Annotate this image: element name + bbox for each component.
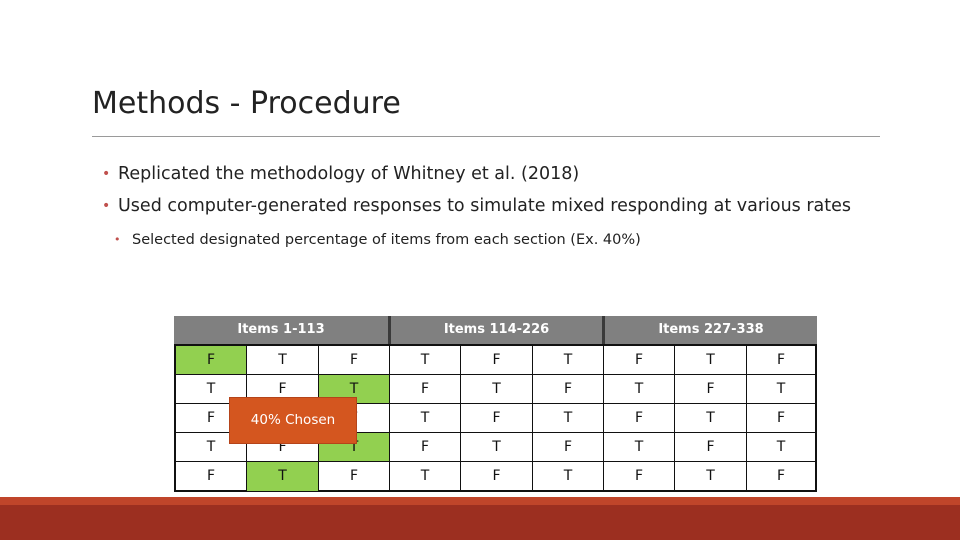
table-cell: F bbox=[533, 433, 604, 462]
table-cell: T bbox=[390, 404, 461, 433]
table-cell: T bbox=[176, 375, 247, 404]
table-cell: F bbox=[461, 346, 533, 375]
table-cell: F bbox=[461, 462, 533, 491]
header-divider bbox=[388, 316, 391, 344]
header-divider bbox=[602, 316, 605, 344]
bullet-text: Replicated the methodology of Whitney et… bbox=[118, 164, 580, 184]
table-cell: F bbox=[604, 404, 675, 433]
table-cell: T bbox=[247, 462, 319, 491]
section-header: Items 227-338 bbox=[658, 322, 764, 337]
table-cell: F bbox=[747, 404, 815, 433]
table-cell: F bbox=[675, 375, 747, 404]
table-cell: F bbox=[533, 375, 604, 404]
table-cell: T bbox=[390, 346, 461, 375]
section-header: Items 114-226 bbox=[443, 322, 550, 337]
table-cell: F bbox=[176, 346, 247, 375]
section-header: Items 1-113 bbox=[237, 322, 325, 337]
bullet-text: Used computer-generated responses to sim… bbox=[118, 196, 852, 216]
table-cell: T bbox=[675, 346, 747, 375]
bullet-list: • Replicated the methodology of Whitney … bbox=[102, 158, 952, 252]
table-cell: T bbox=[461, 375, 533, 404]
bullet-item: • Replicated the methodology of Whitney … bbox=[102, 158, 952, 190]
title-divider bbox=[92, 136, 880, 137]
table-header: Items 1-113 Items 114-226 Items 227-338 bbox=[174, 316, 817, 344]
table-cell: T bbox=[747, 433, 815, 462]
table-cell: F bbox=[390, 433, 461, 462]
table-cell: T bbox=[461, 433, 533, 462]
table-cell: F bbox=[176, 462, 247, 491]
table-cell: T bbox=[176, 433, 247, 462]
sub-bullet-text: Selected designated percentage of items … bbox=[132, 232, 641, 248]
slide-title: Methods - Procedure bbox=[92, 86, 401, 121]
table-cell: T bbox=[747, 375, 815, 404]
table-cell: T bbox=[533, 462, 604, 491]
chosen-callout: 40% Chosen bbox=[229, 397, 357, 444]
table-cell: T bbox=[390, 462, 461, 491]
table-cell: F bbox=[604, 462, 675, 491]
table-cell: T bbox=[533, 346, 604, 375]
table-cell: F bbox=[390, 375, 461, 404]
table-cell: F bbox=[461, 404, 533, 433]
bullet-dot-icon: • bbox=[114, 233, 121, 246]
bullet-dot-icon: • bbox=[102, 198, 111, 214]
table-cell: F bbox=[319, 346, 390, 375]
table-cell: F bbox=[604, 346, 675, 375]
table-cell: T bbox=[675, 462, 747, 491]
table-cell: F bbox=[247, 433, 319, 462]
table-cell: F bbox=[319, 462, 390, 491]
table-cell: T bbox=[533, 404, 604, 433]
table-cell: T bbox=[604, 433, 675, 462]
bullet-item: • Used computer-generated responses to s… bbox=[102, 190, 952, 222]
sub-bullet-item: • Selected designated percentage of item… bbox=[114, 228, 952, 252]
table-cell: T bbox=[604, 375, 675, 404]
footer-accent bbox=[0, 497, 960, 505]
table-cell: T bbox=[247, 346, 319, 375]
table-cell: F bbox=[747, 346, 815, 375]
table-cell: F bbox=[776, 468, 786, 484]
table-cell: F bbox=[675, 433, 747, 462]
table-cell: T bbox=[675, 404, 747, 433]
bullet-dot-icon: • bbox=[102, 166, 111, 182]
